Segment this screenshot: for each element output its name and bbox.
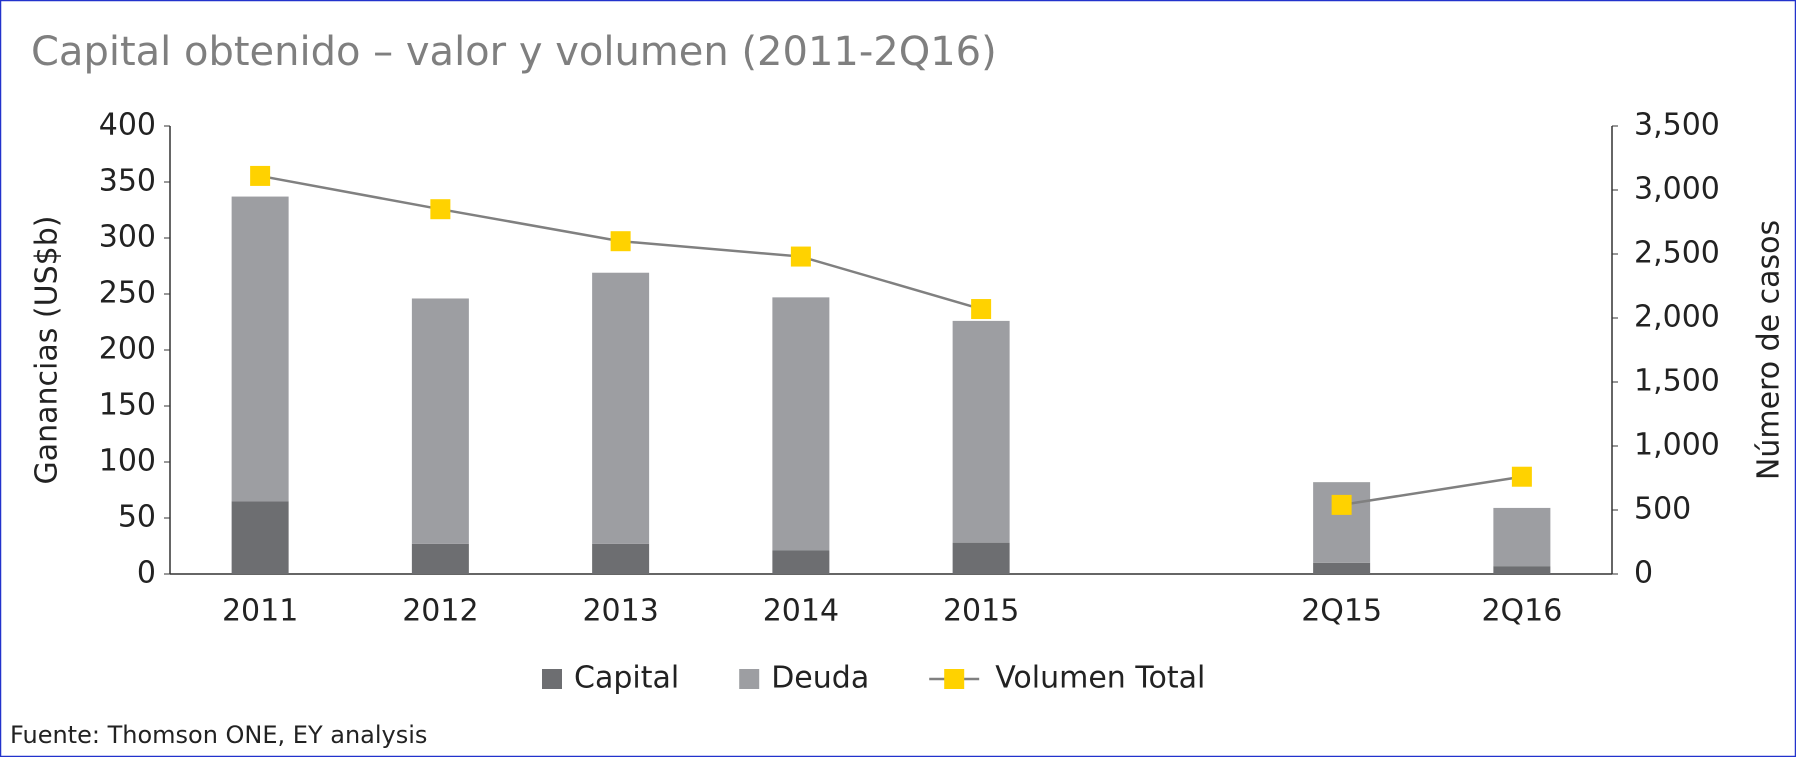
y-tick-label: 0 [137,556,156,591]
y-tick-label: 50 [118,500,156,535]
legend-label: Volumen Total [995,661,1205,696]
y-tick-label: 300 [99,220,156,255]
y2-tick-label: 3,500 [1634,108,1720,143]
legend-label: Capital [574,661,679,696]
x-tick-label: 2014 [763,594,839,629]
y-tick-label: 350 [99,164,156,199]
bar-segment [231,196,289,502]
marker [610,231,631,252]
legend-swatch [542,669,562,689]
y-tick-label: 150 [99,388,156,423]
source: Fuente: Thomson ONE, EY analysis [10,721,427,749]
x-tick-label: 2015 [943,594,1019,629]
bar-segment [952,320,1010,543]
y2-tick-label: 2,500 [1634,236,1720,271]
x-tick-label: 2013 [582,594,658,629]
x-tick-label: 2011 [222,594,298,629]
bar-segment [411,543,469,574]
bar-segment [1493,566,1551,574]
y2-tick-label: 500 [1634,492,1691,527]
bar-segment [411,298,469,544]
bar-segment [592,272,650,544]
bar-segment [592,543,650,574]
y2-tick-label: 1,500 [1634,364,1720,399]
marker [790,246,811,267]
x-tick-label: 2Q16 [1481,594,1562,629]
y2-tick-label: 3,000 [1634,172,1720,207]
marker [1511,466,1532,487]
bar-segment [772,297,830,551]
bar-segment [952,542,1010,574]
y2-tick-label: 1,000 [1634,428,1720,463]
bar-segment [1313,482,1371,563]
y-tick-label: 400 [99,108,156,143]
y-tick-label: 200 [99,332,156,367]
marker [430,199,451,220]
y-tick-label: 250 [99,276,156,311]
bar-segment [231,501,289,574]
y-tick-label: 100 [99,444,156,479]
chart-title: Capital obtenido – valor y volumen (2011… [31,29,997,75]
y-axis-label: Ganancias (US$b) [30,216,65,485]
x-tick-label: 2Q15 [1301,594,1382,629]
marker [1331,494,1352,515]
legend-marker [944,669,965,689]
legend-label: Deuda [771,661,869,696]
bar-segment [1313,562,1371,574]
bar-segment [772,550,830,574]
x-tick-label: 2012 [402,594,478,629]
marker [250,165,271,186]
bar-segment [1493,507,1551,567]
legend-swatch [739,669,760,689]
y2-tick-label: 2,000 [1634,300,1720,335]
marker [971,299,992,320]
y2-tick-label: 0 [1634,556,1653,591]
y2-axis-label: Número de casos [1752,220,1787,480]
